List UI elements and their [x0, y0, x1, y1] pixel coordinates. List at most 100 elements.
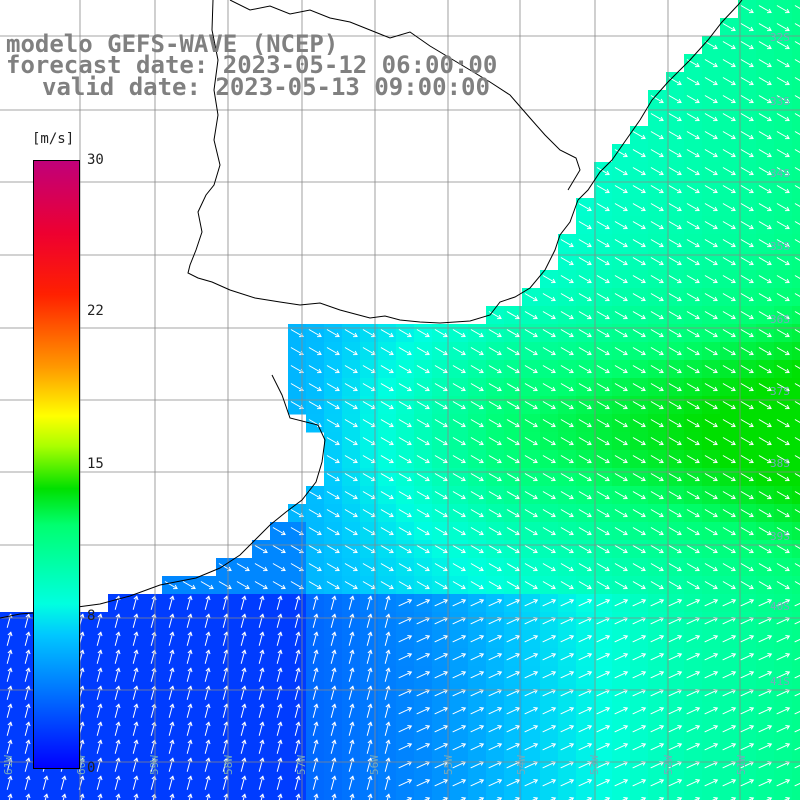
wind-arrow — [668, 563, 682, 571]
wind-arrow-head — [353, 332, 358, 338]
wind-arrow-head — [313, 685, 319, 691]
wind-arrow-head — [731, 653, 737, 658]
wind-arrow — [578, 563, 592, 571]
colorbar-tick-0: 0 — [87, 760, 96, 776]
wind-arrow — [294, 704, 300, 718]
wind-arrow — [794, 59, 800, 64]
wind-arrow-head — [713, 635, 719, 640]
wind-arrow — [740, 743, 754, 751]
wind-arrow-head — [461, 350, 466, 356]
wind-arrow-head — [767, 134, 772, 140]
wind-arrow-head — [695, 671, 701, 676]
wind-arrow-head — [133, 685, 139, 691]
wind-arrow-head — [169, 649, 175, 655]
wind-arrow — [578, 671, 592, 679]
wind-arrow — [222, 650, 228, 664]
wind-arrow — [560, 455, 574, 463]
wind-arrow-head — [785, 8, 790, 14]
wind-arrow-head — [497, 779, 503, 784]
wind-arrow-head — [677, 779, 683, 784]
wind-arrow-head — [641, 404, 646, 410]
wind-arrow-head — [349, 595, 355, 601]
wind-arrow-head — [551, 440, 556, 446]
wind-arrow-head — [443, 566, 448, 572]
wind-arrow — [740, 761, 754, 769]
wind-arrow-head — [259, 703, 265, 709]
wind-arrow-head — [533, 440, 538, 446]
wind-arrow-head — [497, 653, 503, 658]
wind-arrow-head — [497, 512, 502, 518]
wind-arrow-head — [461, 653, 467, 658]
wind-arrow-head — [677, 476, 682, 482]
wind-arrow-head — [533, 779, 539, 784]
wind-arrow — [650, 419, 664, 427]
wind-arrow — [722, 743, 736, 751]
wind-arrow-head — [497, 350, 502, 356]
wind-arrow-head — [659, 152, 664, 158]
wind-arrow — [344, 437, 358, 445]
wind-arrow-head — [385, 739, 391, 745]
wind-arrow — [362, 365, 376, 373]
wind-arrow — [416, 635, 430, 643]
wind-arrow-head — [587, 296, 592, 302]
wind-arrow — [542, 383, 556, 391]
wind-arrow — [686, 671, 700, 679]
wind-arrow-head — [461, 584, 466, 590]
wind-arrow-head — [353, 566, 358, 572]
wind-arrow — [6, 632, 12, 646]
wind-arrow-head — [115, 649, 121, 655]
wind-arrow-head — [7, 649, 13, 655]
wind-arrow-head — [749, 260, 754, 266]
wind-arrow — [614, 725, 628, 733]
wind-arrow-head — [281, 584, 286, 590]
wind-arrow — [794, 491, 800, 496]
wind-arrow-head — [623, 494, 628, 500]
wind-arrow — [164, 581, 178, 589]
wind-arrow — [776, 113, 790, 121]
wind-arrow-head — [533, 635, 539, 640]
wind-arrow-head — [641, 707, 647, 712]
wind-arrow — [330, 704, 336, 718]
wind-arrow — [488, 527, 502, 535]
wind-arrow — [272, 563, 286, 571]
wind-arrow-head — [749, 548, 754, 554]
wind-arrow-head — [205, 613, 211, 619]
wind-arrow-head — [349, 775, 355, 781]
wind-arrow — [524, 311, 538, 319]
wind-arrow — [542, 707, 556, 715]
wind-arrow — [150, 614, 156, 628]
wind-arrow — [704, 257, 718, 265]
wind-arrow-head — [767, 206, 772, 212]
wind-arrow — [740, 185, 754, 193]
wind-arrow-head — [533, 422, 538, 428]
wind-arrow — [578, 293, 592, 301]
wind-arrow-head — [515, 599, 521, 604]
wind-arrow — [384, 632, 390, 646]
wind-arrow — [794, 692, 800, 697]
wind-arrow — [398, 329, 412, 337]
wind-arrow-head — [277, 613, 283, 619]
wind-arrow-head — [443, 671, 449, 676]
wind-arrow — [524, 347, 538, 355]
wind-arrow — [614, 707, 628, 715]
wind-arrow — [290, 527, 304, 535]
wind-arrow — [470, 689, 484, 697]
wind-arrow — [686, 203, 700, 211]
wind-arrow — [686, 113, 700, 121]
wind-arrow — [366, 722, 372, 736]
wind-arrow-head — [605, 707, 611, 712]
wind-arrow — [326, 581, 340, 589]
wind-arrow-head — [731, 116, 736, 122]
wind-arrow — [740, 527, 754, 535]
wind-arrow — [776, 653, 790, 661]
wind-arrow — [344, 383, 358, 391]
colorbar — [33, 160, 80, 769]
wind-arrow-head — [515, 671, 521, 676]
wind-arrow — [294, 614, 300, 628]
wind-arrow — [578, 473, 592, 481]
wind-arrow — [722, 509, 736, 517]
wind-arrow — [380, 563, 394, 571]
wind-arrow-head — [695, 206, 700, 212]
wind-arrow — [332, 794, 336, 800]
wind-arrow — [524, 545, 538, 553]
